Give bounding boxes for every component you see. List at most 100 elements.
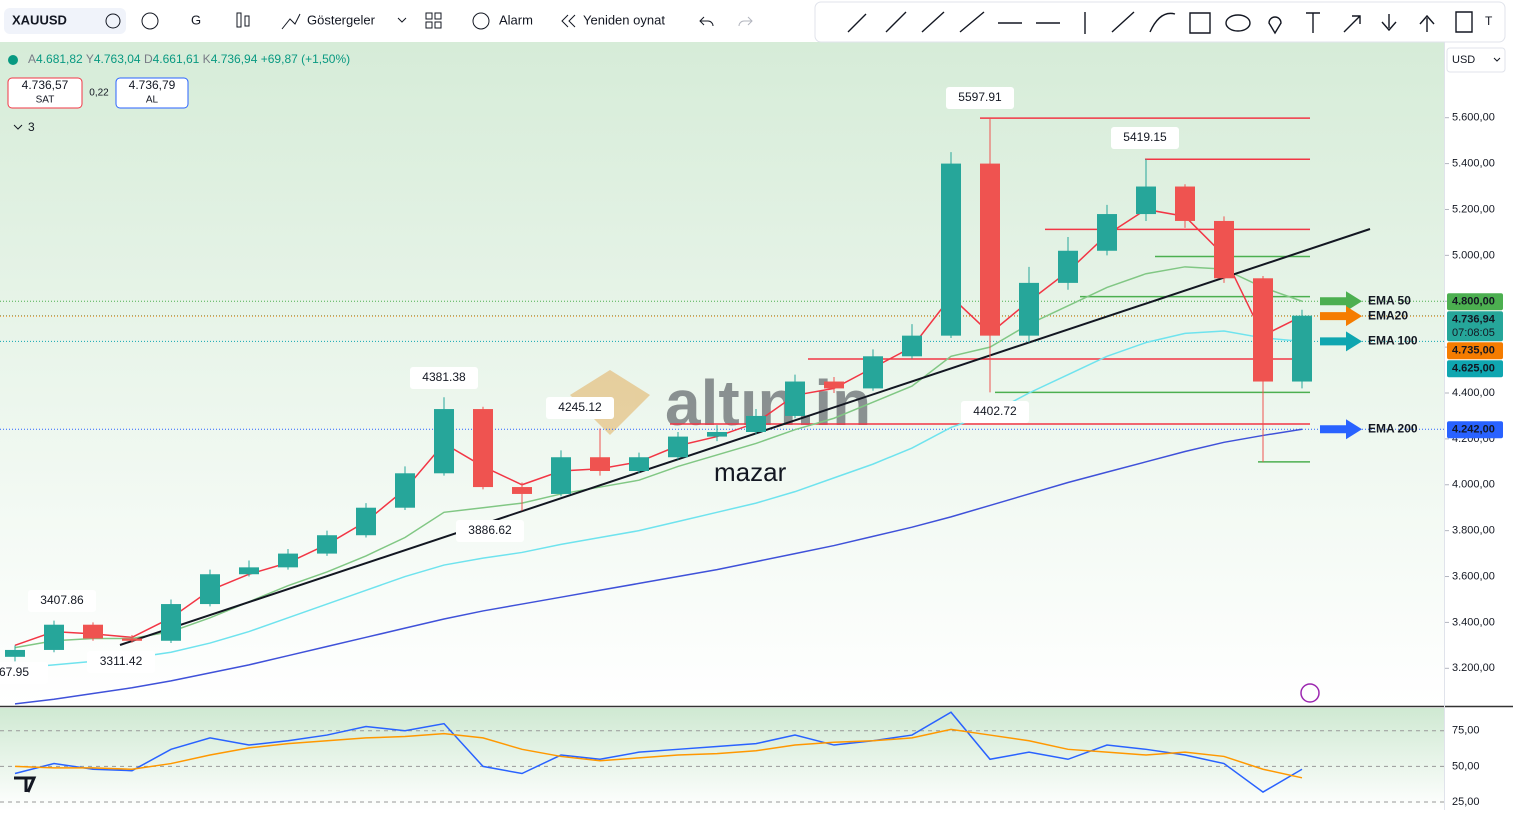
watermark-brand: altın.in [665,367,871,439]
annotation: 5597.91 [958,90,1002,104]
price-tag [1447,293,1503,311]
drawing-tool-icons[interactable] [847,11,1473,35]
collapse-icon[interactable] [13,124,23,130]
ema-label: EMA 100 [1368,334,1418,348]
symbol-icon[interactable] [105,13,121,29]
candle-body [1097,214,1117,251]
y-tick-label: 50,00 [1452,760,1480,772]
candle-body [395,473,415,508]
ema-label: EMA 200 [1368,421,1418,435]
price-tag [1447,311,1503,342]
symbol[interactable]: XAUUSD [12,12,67,27]
candle-body [629,457,649,471]
price-tag [1447,421,1503,439]
annotation-box [546,397,614,419]
candle-body [941,163,961,336]
series-line [14,711,1303,793]
label: D [144,52,153,66]
label: K [203,52,211,66]
symbol-box[interactable] [4,8,126,34]
y-tick-label: 5.000,00 [1452,249,1495,261]
annotation: 4245.12 [558,400,602,414]
annotation: 67.95 [0,665,29,679]
indicators-icon [281,13,301,30]
watermark: altın.in [570,367,871,439]
candle-body [746,415,766,432]
candle-body [1058,250,1078,283]
candle-body [1253,278,1273,382]
alarm[interactable]: Alarm [499,12,533,27]
layout-icon [434,21,442,29]
candle-body [902,335,922,357]
drawing-toolbar: T [814,1,1506,43]
candle-body [5,649,25,657]
candle-body [551,457,571,494]
label: Y [86,52,94,66]
candle-body [122,638,142,641]
buy-label[interactable]: AL [146,95,159,106]
candle-body [707,432,727,437]
series-line [14,728,1303,779]
currency[interactable]: USD [1452,54,1475,66]
candle-body [1136,186,1156,215]
ema-label: EMA 50 [1368,293,1411,307]
ema-arrow [1320,306,1362,327]
candle-body [317,535,337,554]
sell-label[interactable]: SAT [36,95,55,106]
layout-icon [425,21,433,29]
y-tick-label: 3.200,00 [1452,662,1495,674]
currency-box[interactable] [1446,47,1506,73]
annotation-box [0,662,48,684]
price-tag-label: 4.242,00 [1452,424,1495,436]
undo[interactable] [699,16,714,27]
label: A [28,52,36,66]
indicators[interactable]: Göstergeler [307,12,376,27]
ema-arrow [1320,291,1362,312]
tv-logo [14,776,37,793]
annotation: 3886.62 [468,523,512,537]
value: 4.736,94 [211,52,258,66]
candle-body [434,409,454,474]
layout-icon[interactable] [425,12,433,20]
candle-body [1214,220,1234,279]
alarm-icon [472,12,490,30]
y-tick-label: 3.600,00 [1452,570,1495,582]
annotation: 4381.38 [422,370,466,384]
interval[interactable]: G [191,12,201,27]
value: 4.661,61 [153,52,200,66]
buy-button[interactable] [115,77,189,109]
ohlc-legend: A4.681,82 Y4.763,04 D4.661,61 K4.736,94 … [28,52,350,66]
sell-button[interactable] [7,77,83,109]
cut-tool: T [1485,14,1493,28]
candle-body [239,567,259,575]
y-tick-label: 75,00 [1452,725,1480,737]
add-symbol[interactable] [141,12,159,30]
candle-body [200,574,220,605]
annotation: 3407.86 [40,593,84,607]
candle-body [590,457,610,471]
candle-body [1292,315,1312,382]
candle-body [161,604,181,641]
y-tick-label: 5.200,00 [1452,203,1495,215]
layout-icon [434,12,442,20]
dropdown[interactable] [397,17,407,23]
candle-body [1019,282,1039,336]
candle-body [83,624,103,639]
annotation-box [1111,127,1179,149]
redo[interactable] [738,16,753,27]
candle-body [863,356,883,389]
y-tick-label: 3.400,00 [1452,616,1495,628]
dropdown[interactable] [1493,57,1501,62]
candle-body [356,507,376,536]
sell-price[interactable]: 4.736,57 [22,78,69,92]
buy-price[interactable]: 4.736,79 [129,78,176,92]
candle-body [980,163,1000,336]
flash-icon[interactable] [1300,683,1320,703]
replay[interactable]: Yeniden oynat [583,12,665,27]
annotation: 4402.72 [973,404,1017,418]
y-tick-label: 4.000,00 [1452,479,1495,491]
y-tick-label: 4.400,00 [1452,387,1495,399]
chart-type-icon[interactable] [236,12,242,28]
candle-body [473,409,493,488]
